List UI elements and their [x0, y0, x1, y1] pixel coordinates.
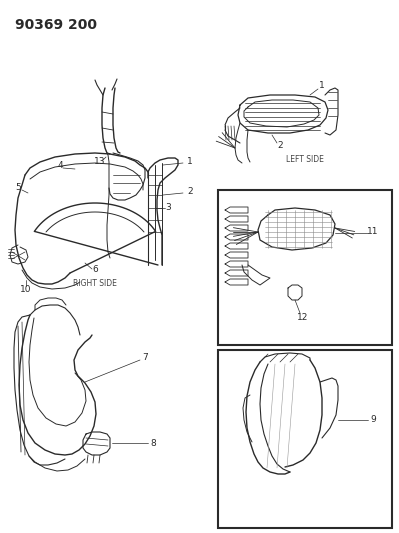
Text: 11: 11 — [367, 228, 379, 237]
Text: 4: 4 — [57, 161, 63, 171]
Polygon shape — [225, 207, 248, 213]
Polygon shape — [225, 261, 248, 267]
Polygon shape — [225, 216, 248, 222]
Polygon shape — [225, 279, 248, 285]
Bar — [218, 190, 392, 345]
Polygon shape — [225, 243, 248, 249]
Text: 8: 8 — [150, 439, 156, 448]
Polygon shape — [225, 270, 248, 276]
Text: 1: 1 — [187, 157, 193, 166]
Polygon shape — [225, 225, 248, 231]
Polygon shape — [258, 208, 335, 250]
Polygon shape — [225, 252, 248, 258]
Text: 13: 13 — [94, 157, 106, 166]
Text: 1: 1 — [319, 82, 325, 91]
Polygon shape — [225, 234, 248, 240]
Text: 2: 2 — [277, 141, 283, 149]
Text: 5: 5 — [15, 183, 21, 192]
Text: LEFT SIDE: LEFT SIDE — [286, 156, 324, 165]
Text: 12: 12 — [297, 313, 309, 322]
Text: 7: 7 — [142, 353, 148, 362]
Bar — [218, 350, 392, 528]
Text: 9: 9 — [370, 416, 376, 424]
Text: 90369 200: 90369 200 — [15, 18, 97, 32]
Text: 6: 6 — [92, 265, 98, 274]
Text: 3: 3 — [165, 204, 171, 213]
Text: 2: 2 — [187, 188, 193, 197]
Text: RIGHT SIDE: RIGHT SIDE — [73, 279, 117, 287]
Text: 10: 10 — [20, 286, 32, 295]
